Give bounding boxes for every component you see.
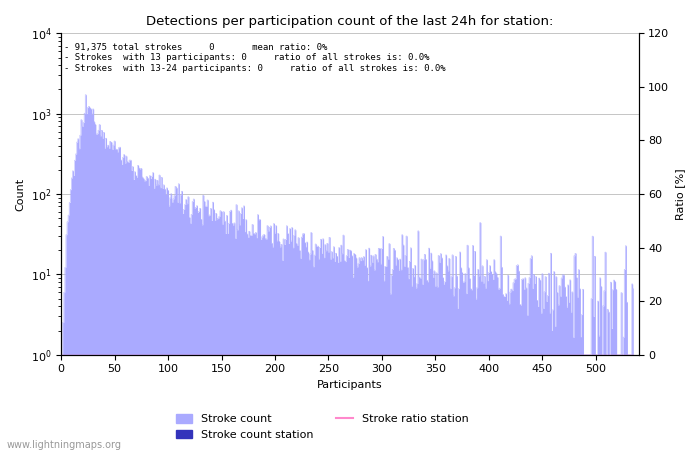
Title: Detections per participation count of the last 24h for station:: Detections per participation count of th… — [146, 15, 554, 28]
Text: www.lightningmaps.org: www.lightningmaps.org — [7, 440, 122, 450]
Y-axis label: Ratio [%]: Ratio [%] — [675, 168, 685, 220]
X-axis label: Participants: Participants — [317, 380, 383, 390]
Text: - 91,375 total strokes     0       mean ratio: 0%
- Strokes  with 13 participant: - 91,375 total strokes 0 mean ratio: 0% … — [64, 43, 446, 73]
Y-axis label: Count: Count — [15, 177, 25, 211]
Legend: Stroke count, Stroke count station, Stroke ratio station: Stroke count, Stroke count station, Stro… — [172, 410, 473, 445]
